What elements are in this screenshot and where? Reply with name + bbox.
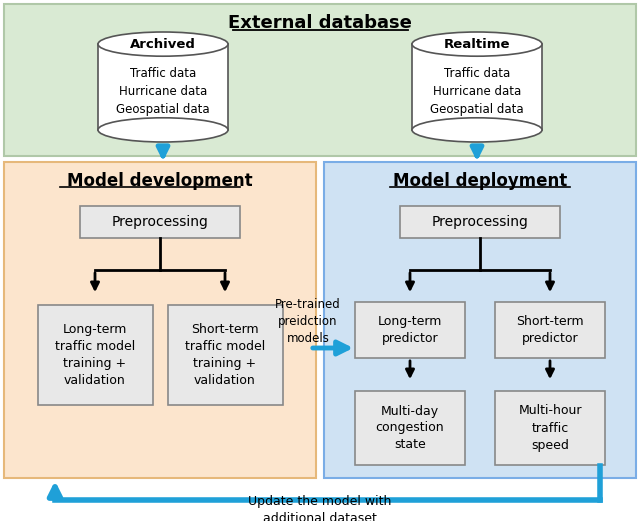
Ellipse shape (98, 32, 228, 56)
Text: Short-term
traffic model
training +
validation: Short-term traffic model training + vali… (185, 323, 265, 387)
Text: Traffic data
Hurricane data
Geospatial data: Traffic data Hurricane data Geospatial d… (430, 67, 524, 116)
Text: Short-term
predictor: Short-term predictor (516, 315, 584, 345)
Bar (4, 162, 316, 478)
Text: Model deployment: Model deployment (393, 172, 567, 190)
Text: Pre-trained
preidction
models: Pre-trained preidction models (275, 299, 341, 345)
Ellipse shape (98, 118, 228, 142)
FancyBboxPatch shape (355, 391, 465, 465)
FancyBboxPatch shape (495, 302, 605, 358)
Text: Multi-day
congestion
state: Multi-day congestion state (376, 404, 444, 452)
Text: Preprocessing: Preprocessing (111, 215, 209, 229)
Text: Update the model with
additional dataset: Update the model with additional dataset (248, 495, 392, 521)
Bar (412, 44, 542, 130)
FancyBboxPatch shape (400, 206, 560, 238)
Bar (98, 44, 228, 130)
Text: Multi-hour
traffic
speed: Multi-hour traffic speed (518, 404, 582, 452)
Ellipse shape (412, 118, 542, 142)
Text: Preprocessing: Preprocessing (431, 215, 529, 229)
Text: Model development: Model development (67, 172, 253, 190)
Text: Long-term
predictor: Long-term predictor (378, 315, 442, 345)
FancyBboxPatch shape (495, 391, 605, 465)
FancyBboxPatch shape (355, 302, 465, 358)
Text: Traffic data
Hurricane data
Geospatial data: Traffic data Hurricane data Geospatial d… (116, 67, 210, 116)
Bar (324, 162, 636, 478)
Text: Long-term
traffic model
training +
validation: Long-term traffic model training + valid… (55, 323, 135, 387)
Text: Realtime: Realtime (444, 38, 510, 51)
FancyBboxPatch shape (168, 305, 282, 405)
Ellipse shape (412, 32, 542, 56)
Text: External database: External database (228, 14, 412, 32)
Bar (4, 4, 636, 156)
Text: Archived: Archived (130, 38, 196, 51)
FancyBboxPatch shape (38, 305, 152, 405)
FancyBboxPatch shape (80, 206, 240, 238)
